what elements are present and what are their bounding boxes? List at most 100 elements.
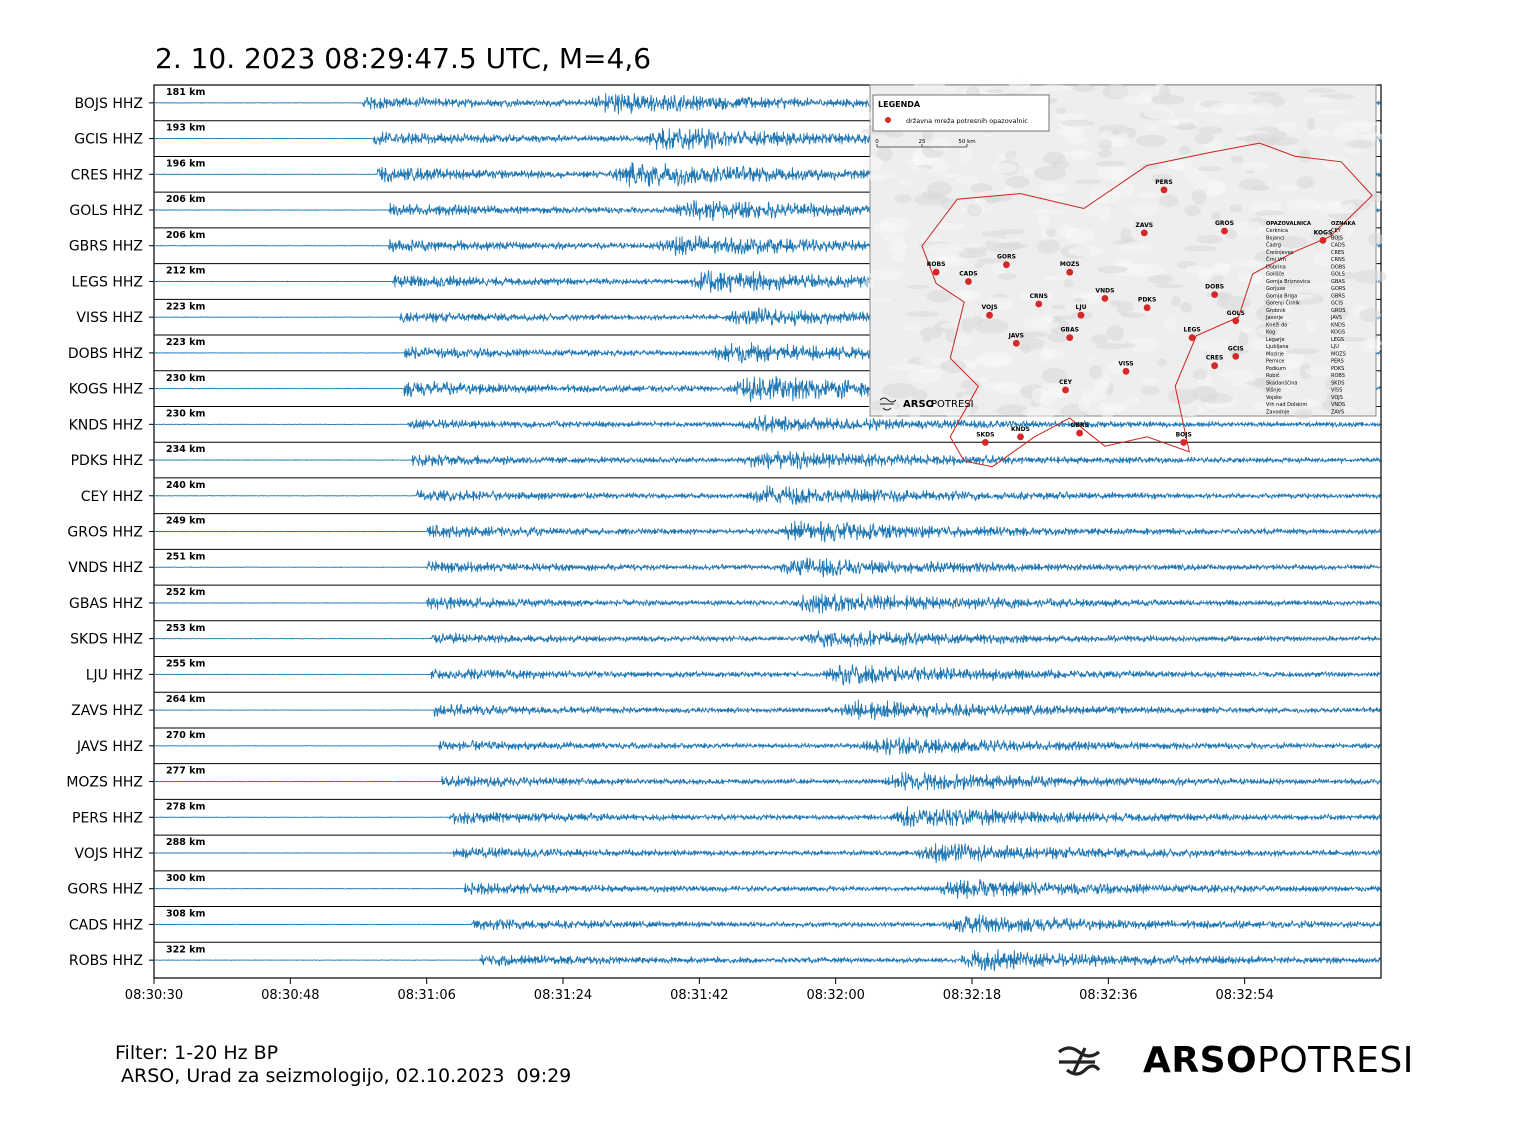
table-cell-code: GOLS (1331, 272, 1345, 278)
station-label: MOZS HHZ (66, 775, 143, 791)
terrain-texture (1235, 135, 1265, 142)
station-label: SKDS HHZ (70, 632, 143, 648)
terrain-texture (1359, 308, 1382, 322)
terrain-texture (913, 82, 946, 90)
map-logo: ARSOPOTRESI (879, 397, 974, 411)
station-label: LEGS HHZ (72, 274, 143, 290)
credit-label: ARSO, Urad za seizmologijo, 02.10.2023 0… (115, 1065, 572, 1087)
distance-label: 288 km (166, 837, 205, 848)
arso-wave-logo-icon (1058, 1046, 1101, 1076)
station-label: GCIS HHZ (74, 132, 143, 148)
terrain-texture (864, 279, 876, 289)
table-cell-name: Zavodnje (1266, 409, 1289, 415)
table-cell-name: Grobnik (1266, 308, 1286, 314)
time-axis: 08:30:30 08:30:48 08:31:06 08:31:24 08:31:42… (125, 978, 1274, 1003)
terrain-texture (1050, 196, 1067, 202)
station-label: VOJS HHZ (75, 846, 143, 862)
station-marker (1211, 362, 1219, 370)
distance-label: 206 km (166, 194, 205, 205)
station-code-label: GROS (1215, 220, 1234, 227)
terrain-texture (1110, 166, 1123, 182)
terrain-texture (1097, 401, 1128, 412)
table-cell-code: ROBS (1331, 373, 1345, 379)
terrain-texture (1313, 252, 1330, 267)
terrain-texture (1184, 205, 1202, 217)
terrain-texture (894, 194, 912, 203)
terrain-texture (1271, 298, 1291, 315)
terrain-texture (1361, 338, 1382, 348)
terrain-texture (978, 376, 987, 382)
terrain-texture (1045, 228, 1057, 237)
terrain-texture (1033, 166, 1067, 181)
x-tick-label: 08:32:36 (1079, 988, 1137, 1003)
terrain-texture (1368, 232, 1384, 246)
terrain-texture (1304, 366, 1338, 376)
terrain-texture (1018, 291, 1055, 301)
terrain-texture (1193, 368, 1207, 381)
terrain-texture (1337, 226, 1353, 238)
table-cell-name: Pernice (1266, 359, 1284, 365)
terrain-texture (1111, 138, 1124, 148)
waveform-trace (153, 520, 1381, 544)
station-marker (1211, 291, 1219, 299)
waveform-trace (153, 556, 1381, 578)
table-cell-name: Skadanščina (1266, 379, 1297, 386)
terrain-texture (1301, 96, 1336, 104)
waveform-trace (153, 485, 1381, 505)
distance-label: 252 km (166, 587, 205, 598)
waveform-trace (154, 664, 1381, 686)
table-cell-code: GBRS (1331, 293, 1345, 299)
distance-label: 277 km (166, 766, 205, 777)
terrain-texture (1277, 185, 1299, 192)
terrain-texture (1175, 402, 1205, 417)
x-tick-label: 08:32:00 (806, 988, 864, 1003)
table-cell-name: Gornja Briga (1266, 293, 1297, 299)
terrain-texture (995, 243, 1029, 249)
station-marker (1076, 429, 1083, 437)
table-cell-name: Golišče (1266, 271, 1284, 278)
table-cell-code: GORS (1331, 286, 1345, 292)
terrain-texture (869, 268, 905, 281)
legend-title: LEGENDA (878, 100, 921, 109)
terrain-texture (1065, 227, 1095, 244)
waveform-trace (153, 630, 1381, 648)
terrain-texture (1061, 119, 1095, 127)
terrain-texture (921, 129, 933, 141)
terrain-texture (1316, 109, 1352, 115)
filter-label: Filter: 1-20 Hz BP (115, 1042, 279, 1064)
table-cell-code: LEGS (1331, 337, 1344, 343)
x-tick-label: 08:32:18 (943, 988, 1001, 1003)
terrain-texture (1100, 130, 1114, 137)
terrain-texture (1052, 113, 1088, 121)
x-tick-label: 08:30:30 (125, 988, 183, 1003)
station-code-label: GCIS (1228, 345, 1244, 352)
table-cell-code: BOJS (1331, 235, 1343, 241)
terrain-texture (914, 193, 949, 206)
terrain-texture (1306, 117, 1316, 131)
terrain-texture (1040, 347, 1053, 363)
legend-marker (885, 117, 891, 123)
table-cell-name: Legarje (1266, 337, 1285, 343)
table-cell-name: Čadrg (1266, 242, 1281, 249)
station-label: CEY HHZ (81, 489, 143, 505)
brand-light: POTRESI (1257, 1039, 1414, 1081)
table-cell-name: Bojanci (1266, 235, 1284, 241)
terrain-texture (1099, 206, 1112, 222)
station-marker (1160, 186, 1168, 194)
table-cell-code: KNDS (1331, 322, 1345, 328)
waveform-trace (154, 806, 1381, 827)
terrain-texture (960, 379, 981, 390)
terrain-texture (1286, 198, 1320, 213)
terrain-texture (926, 289, 953, 303)
terrain-texture (976, 258, 1007, 264)
terrain-texture (928, 138, 952, 152)
terrain-texture (1207, 179, 1226, 196)
station-code-label: SKDS (976, 431, 994, 438)
terrain-texture (957, 290, 981, 301)
x-tick-label: 08:31:24 (534, 988, 592, 1003)
terrain-texture (1248, 339, 1280, 351)
terrain-texture (1112, 258, 1134, 267)
terrain-texture (1097, 265, 1128, 274)
terrain-texture (1254, 251, 1275, 264)
